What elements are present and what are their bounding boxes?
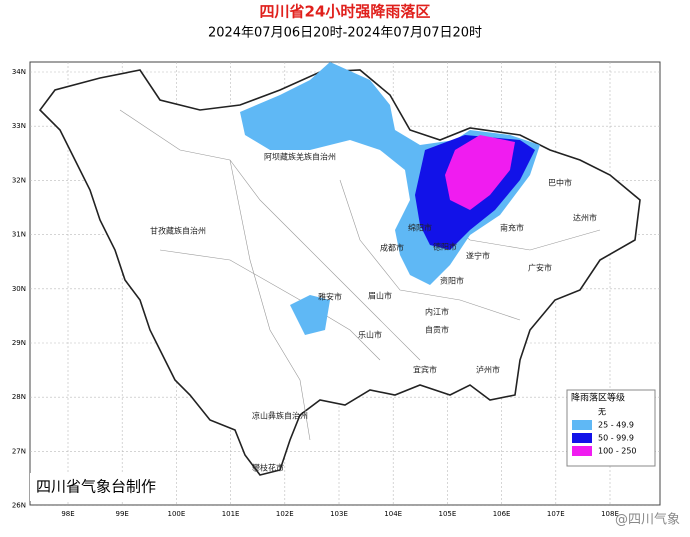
legend-swatch: [572, 433, 592, 443]
place-label: 宜宾市: [413, 365, 437, 375]
lon-label: 105E: [439, 510, 457, 518]
place-label: 达州市: [573, 213, 597, 223]
place-label: 阿坝藏族羌族自治州: [264, 152, 336, 162]
place-label: 乐山市: [358, 330, 382, 340]
legend-items: 无 25 - 49.9 50 - 99.9 100 - 250: [572, 408, 637, 456]
place-label: 甘孜藏族自治州: [150, 226, 206, 236]
rain-area-light: [290, 295, 330, 335]
lat-label: 31N: [12, 231, 26, 239]
lon-label: 108E: [601, 510, 619, 518]
place-label: 泸州市: [476, 365, 500, 375]
legend-label: 25 - 49.9: [598, 421, 634, 430]
lat-label: 29N: [12, 339, 26, 347]
place-label: 内江市: [425, 307, 449, 317]
lon-label: 104E: [384, 510, 402, 518]
legend-swatch: [572, 446, 592, 456]
place-label: 资阳市: [440, 276, 464, 286]
lon-label: 102E: [276, 510, 294, 518]
subtitle: 2024年07月06日20时-2024年07月07日20时: [208, 26, 482, 41]
lat-label: 28N: [12, 393, 26, 401]
lon-label: 101E: [222, 510, 240, 518]
place-label: 广安市: [528, 263, 552, 273]
place-label: 凉山彝族自治州: [252, 411, 308, 421]
place-label: 攀枝花市: [252, 463, 284, 473]
lon-label: 99E: [116, 510, 129, 518]
lat-label: 27N: [12, 447, 26, 455]
place-label: 南充市: [500, 223, 524, 233]
map-frame: [29, 61, 661, 506]
credit: 四川省气象台制作: [36, 478, 156, 496]
lon-label: 107E: [547, 510, 565, 518]
place-label: 眉山市: [368, 291, 392, 301]
legend-label: 50 - 99.9: [598, 434, 634, 443]
place-label: 遂宁市: [466, 251, 490, 261]
credit-box: [30, 473, 170, 501]
lat-label: 34N: [12, 68, 26, 76]
lat-label: 33N: [12, 122, 26, 130]
rain-areas: [240, 62, 540, 335]
county-boundaries: [119, 109, 601, 441]
place-label: 成都市: [380, 243, 404, 253]
lat-label: 30N: [12, 285, 26, 293]
lon-label: 103E: [330, 510, 348, 518]
legend-swatch: [572, 420, 592, 430]
lon-label: 106E: [493, 510, 511, 518]
place-label: 雅安市: [318, 292, 342, 302]
lon-label: 100E: [168, 510, 186, 518]
place-label: 绵阳市: [408, 223, 432, 233]
title: 四川省24小时强降雨落区: [260, 3, 431, 21]
lat-label: 32N: [12, 176, 26, 184]
rain-area-heavy: [445, 135, 515, 210]
legend-title: 降雨落区等级: [571, 392, 625, 404]
place-label: 自贡市: [425, 325, 449, 335]
legend-label: 无: [598, 408, 606, 417]
legend-label: 100 - 250: [598, 447, 637, 456]
place-label: 德阳市: [433, 242, 457, 252]
lat-label: 26N: [12, 502, 26, 510]
watermark: @四川气象: [615, 512, 680, 528]
place-label: 巴中市: [548, 178, 572, 188]
lon-label: 98E: [61, 510, 74, 518]
